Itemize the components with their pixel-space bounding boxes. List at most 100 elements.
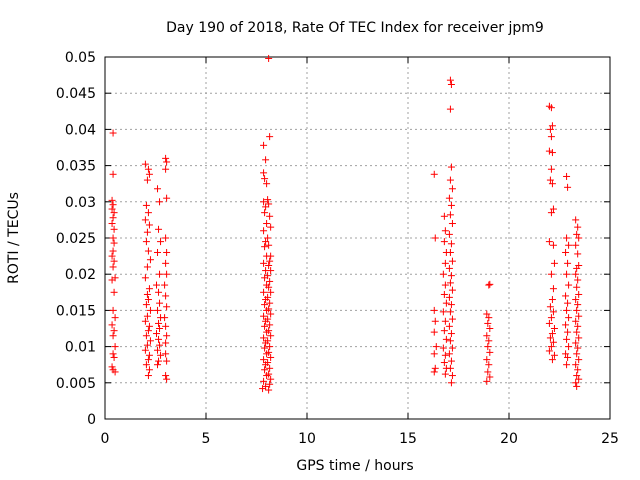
data-point bbox=[163, 303, 171, 311]
data-point bbox=[263, 220, 271, 228]
data-point bbox=[572, 216, 580, 224]
data-point bbox=[572, 339, 580, 347]
data-point bbox=[144, 247, 152, 255]
data-point bbox=[573, 372, 581, 380]
data-point bbox=[141, 274, 149, 282]
data-point bbox=[446, 211, 454, 219]
data-point bbox=[157, 351, 165, 359]
data-point bbox=[448, 372, 456, 380]
data-point bbox=[486, 373, 494, 381]
x-tick-label: 5 bbox=[202, 431, 211, 447]
data-point bbox=[564, 183, 572, 191]
data-point bbox=[161, 281, 169, 289]
data-point bbox=[142, 201, 150, 209]
data-point bbox=[261, 301, 269, 309]
data-point bbox=[109, 170, 117, 178]
data-point bbox=[547, 314, 555, 322]
data-point bbox=[430, 328, 438, 336]
data-point bbox=[162, 259, 170, 267]
data-point bbox=[110, 225, 118, 233]
data-point bbox=[486, 348, 494, 356]
data-point bbox=[142, 301, 150, 309]
data-point bbox=[484, 319, 492, 327]
data-point bbox=[109, 306, 117, 314]
data-point bbox=[565, 314, 573, 322]
data-point bbox=[162, 165, 170, 173]
x-tick-label: 20 bbox=[500, 431, 518, 447]
x-tick-label: 15 bbox=[399, 431, 417, 447]
data-point bbox=[266, 364, 274, 372]
data-point bbox=[155, 225, 163, 233]
data-point bbox=[154, 361, 162, 369]
data-point bbox=[485, 337, 493, 345]
data-point bbox=[445, 230, 453, 238]
data-point bbox=[431, 364, 439, 372]
data-point bbox=[441, 281, 449, 289]
data-point bbox=[440, 290, 448, 298]
data-point bbox=[445, 350, 453, 358]
data-point bbox=[573, 283, 581, 291]
data-point bbox=[447, 301, 455, 309]
data-point bbox=[439, 270, 447, 278]
data-point bbox=[262, 203, 270, 211]
data-point bbox=[163, 332, 171, 340]
data-point bbox=[153, 281, 161, 289]
data-point bbox=[565, 281, 573, 289]
data-point bbox=[549, 285, 557, 293]
data-point bbox=[264, 272, 272, 280]
data-point bbox=[259, 385, 267, 393]
y-tick-label: 0.025 bbox=[56, 231, 96, 247]
data-point bbox=[486, 325, 494, 332]
data-point bbox=[564, 299, 572, 307]
data-point bbox=[448, 315, 456, 323]
data-point bbox=[261, 366, 269, 374]
data-point bbox=[563, 270, 571, 278]
y-tick-label: 0.015 bbox=[56, 303, 96, 319]
data-point bbox=[549, 308, 557, 316]
data-point bbox=[562, 350, 570, 358]
data-point bbox=[142, 238, 150, 246]
data-point bbox=[262, 238, 270, 246]
data-point bbox=[260, 227, 268, 235]
data-point bbox=[446, 248, 454, 256]
data-point bbox=[154, 346, 162, 354]
data-point bbox=[154, 185, 162, 193]
data-point bbox=[145, 322, 153, 330]
data-point bbox=[548, 122, 556, 130]
data-point bbox=[143, 312, 151, 320]
data-point bbox=[485, 361, 493, 369]
data-point bbox=[575, 356, 583, 364]
data-point bbox=[446, 308, 454, 316]
data-point bbox=[261, 243, 269, 251]
data-point bbox=[163, 158, 171, 166]
data-point bbox=[549, 241, 557, 249]
data-point bbox=[260, 356, 268, 364]
data-point bbox=[266, 257, 274, 265]
data-point bbox=[574, 322, 582, 330]
data-point bbox=[144, 327, 152, 335]
data-point bbox=[142, 361, 150, 369]
data-point bbox=[267, 332, 275, 340]
data-point bbox=[109, 332, 117, 340]
data-point bbox=[483, 356, 491, 364]
data-point bbox=[545, 347, 553, 355]
chart-title: Day 190 of 2018, Rate Of TEC Index for r… bbox=[166, 20, 544, 36]
data-point bbox=[145, 221, 153, 229]
data-point bbox=[143, 228, 151, 236]
data-point bbox=[549, 338, 557, 346]
data-point bbox=[448, 220, 456, 228]
data-point bbox=[145, 351, 153, 359]
data-point bbox=[430, 306, 438, 314]
data-point bbox=[431, 317, 439, 325]
data-point bbox=[109, 129, 117, 137]
data-point bbox=[442, 299, 450, 307]
data-point bbox=[447, 81, 455, 89]
data-point bbox=[266, 380, 274, 388]
data-point bbox=[265, 348, 273, 356]
data-point bbox=[264, 315, 272, 323]
data-point bbox=[432, 343, 440, 351]
y-tick-label: 0.045 bbox=[56, 86, 96, 102]
data-point bbox=[573, 350, 581, 358]
data-point bbox=[440, 212, 448, 220]
data-point bbox=[550, 325, 558, 332]
